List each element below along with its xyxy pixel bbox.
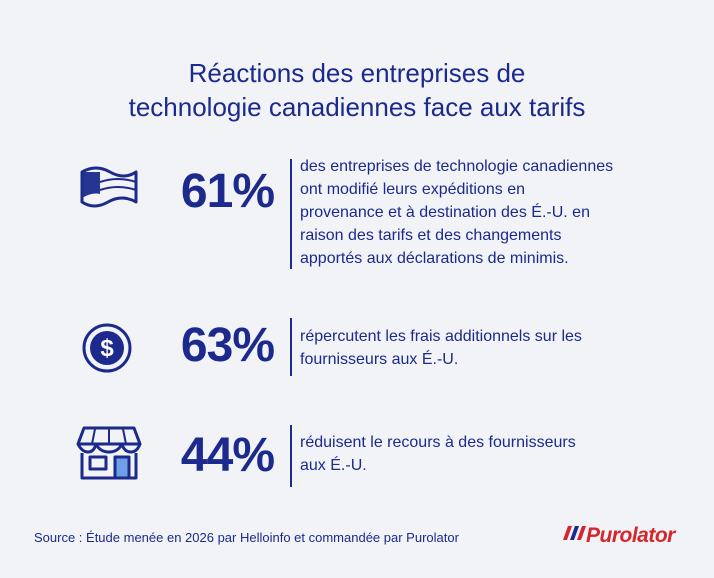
svg-text:$: $: [100, 335, 114, 362]
source: Source : Étude menée en 2026 par Helloin…: [34, 530, 459, 545]
description-line: fournisseurs aux É.-U.: [300, 351, 459, 368]
description-line: raison des tarifs et des changements: [300, 227, 562, 244]
stat-description: répercutent les frais additionnels sur l…: [300, 325, 582, 371]
stat-value: 44%: [180, 429, 275, 482]
divider: [290, 318, 292, 376]
divider: [290, 425, 292, 487]
description-line: provenance et à destination des É.-U. en: [300, 204, 590, 221]
store-icon: [76, 426, 142, 480]
title-line: technologie canadiennes face aux tarifs: [128, 92, 586, 122]
logo: Purolator: [586, 524, 675, 547]
dollar-icon: $: [82, 323, 132, 373]
logo-mark: [563, 526, 586, 540]
description-line: aux É.-U.: [300, 457, 367, 474]
description-line: répercutent les frais additionnels sur l…: [300, 328, 582, 345]
description-line: réduisent le recours à des fournisseurs: [300, 434, 576, 451]
flag-icon: [80, 166, 138, 208]
title-line: Réactions des entreprises de: [188, 58, 526, 88]
stat-value: 61%: [180, 165, 275, 218]
description-line: apportés aux déclarations de minimis.: [300, 250, 569, 267]
stat-value: 63%: [180, 319, 275, 372]
divider: [290, 159, 292, 269]
stat-description: des entreprises de technologie canadienn…: [300, 155, 613, 270]
description-line: ont modifié leurs expéditions en: [300, 181, 526, 198]
title: Réactions des entreprises de technologie…: [0, 56, 714, 124]
description-line: des entreprises de technologie canadienn…: [300, 158, 614, 175]
stat-description: réduisent le recours à des fournisseurs a…: [300, 431, 576, 477]
